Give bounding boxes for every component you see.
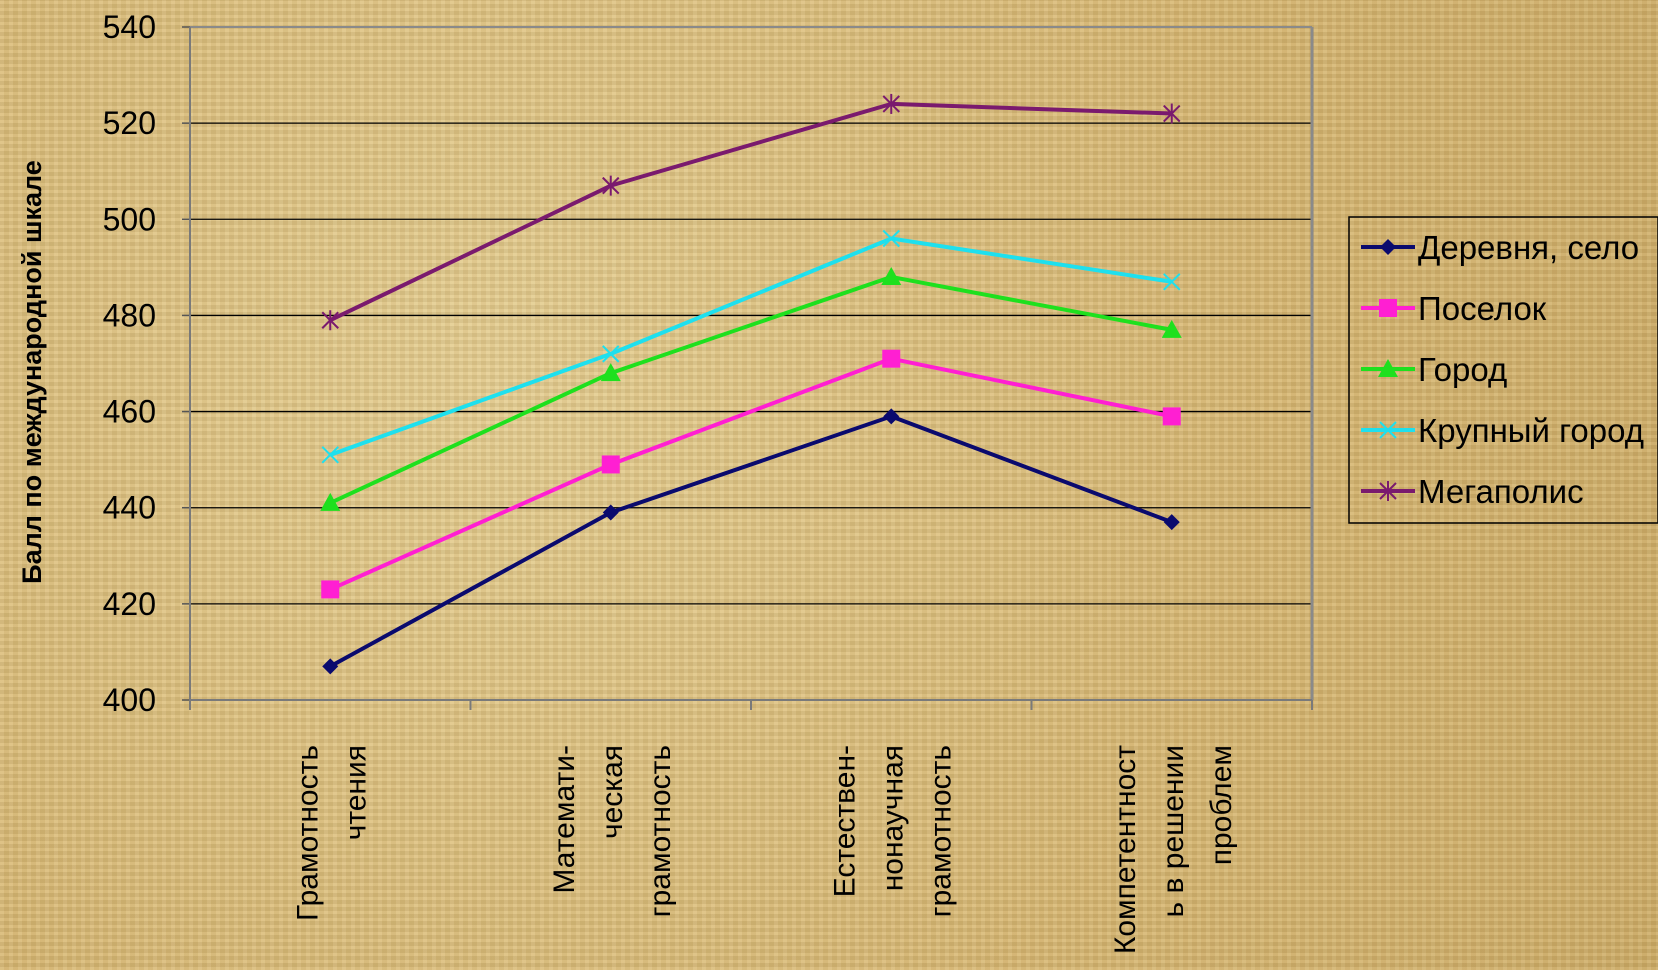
data-point bbox=[881, 266, 902, 285]
data-point bbox=[882, 229, 900, 248]
data-point bbox=[1380, 239, 1396, 255]
legend-label: Мегаполис bbox=[1418, 473, 1584, 510]
series-5 bbox=[321, 93, 1181, 331]
data-point bbox=[321, 446, 339, 464]
x-tick-label: чтения bbox=[339, 745, 372, 840]
legend-label: Крупный город bbox=[1418, 412, 1644, 449]
data-point bbox=[1163, 514, 1180, 531]
data-point bbox=[882, 93, 900, 114]
legend: Деревня, село Поселок Город Крупный город Ме… bbox=[1348, 216, 1658, 524]
x-category-label: Естествен-нонаучная грамотность bbox=[828, 745, 957, 917]
x-axis: Грамотность чтения Математи-ческая грамотно… bbox=[189, 699, 1313, 954]
data-point bbox=[321, 580, 340, 599]
y-tick-label: 440 bbox=[103, 490, 156, 526]
data-point bbox=[882, 349, 901, 368]
y-tick-label: 420 bbox=[103, 586, 156, 622]
x-tick-label: грамотность bbox=[644, 745, 677, 917]
x-tick-label: Естествен- bbox=[828, 745, 861, 897]
x-tick-label: проблем bbox=[1205, 745, 1238, 865]
data-point bbox=[1163, 103, 1181, 124]
legend-box bbox=[1348, 216, 1658, 524]
legend-label: Город bbox=[1418, 351, 1507, 388]
series-line bbox=[329, 101, 1172, 323]
y-axis: 400 420 440 460 480 500 520 540 bbox=[103, 9, 191, 718]
plot-area bbox=[190, 26, 1314, 700]
data-point bbox=[320, 492, 341, 511]
legend-item: Город bbox=[1361, 351, 1507, 388]
y-tick-label: 400 bbox=[103, 682, 156, 718]
data-point bbox=[321, 310, 339, 331]
legend-item: Деревня, село bbox=[1361, 229, 1639, 266]
x-tick-label: Математи- bbox=[548, 745, 581, 894]
x-tick-label: ческая bbox=[596, 745, 629, 839]
y-tick-label: 460 bbox=[103, 394, 156, 430]
series-1 bbox=[322, 408, 1180, 675]
legend-item: Мегаполис bbox=[1361, 473, 1584, 510]
series-line bbox=[329, 236, 1173, 457]
series-line bbox=[329, 356, 1173, 592]
gridlines bbox=[190, 26, 1312, 701]
data-point bbox=[1379, 421, 1397, 439]
y-tick-label: 540 bbox=[103, 9, 156, 45]
data-point bbox=[601, 455, 620, 474]
data-point bbox=[322, 658, 339, 675]
series-3 bbox=[320, 266, 1182, 511]
x-category-label: Грамотность чтения bbox=[291, 745, 372, 921]
data-point bbox=[602, 345, 620, 363]
legend-item: Крупный город bbox=[1361, 412, 1644, 449]
x-tick-label: грамотность bbox=[924, 745, 957, 917]
series-2 bbox=[321, 349, 1181, 599]
series-group bbox=[320, 93, 1182, 675]
data-point bbox=[1378, 359, 1398, 377]
data-point bbox=[1162, 407, 1181, 426]
data-point bbox=[1163, 273, 1181, 291]
x-tick-label: ь в решении bbox=[1157, 745, 1190, 917]
x-tick-label: Грамотность bbox=[291, 745, 324, 921]
legend-label: Поселок bbox=[1418, 290, 1547, 327]
x-category-label: Математи-ческая грамотность bbox=[548, 745, 677, 917]
y-tick-label: 520 bbox=[103, 105, 156, 141]
x-category-label: Компетентност ь в решении проблем bbox=[1109, 745, 1238, 954]
data-point bbox=[600, 363, 621, 382]
data-point bbox=[1379, 481, 1397, 501]
series-4 bbox=[321, 229, 1181, 464]
data-point bbox=[602, 504, 619, 521]
y-tick-label: 480 bbox=[103, 297, 156, 333]
data-point bbox=[1161, 319, 1182, 338]
y-tick-label: 500 bbox=[103, 201, 156, 237]
x-tick-label: Компетентност bbox=[1109, 745, 1142, 954]
series-line bbox=[329, 274, 1173, 505]
legend-item: Поселок bbox=[1361, 290, 1547, 327]
series-line bbox=[329, 414, 1173, 669]
y-axis-label: Балл по международной шкале bbox=[17, 160, 47, 584]
x-tick-label: нонаучная bbox=[876, 745, 909, 891]
data-point bbox=[883, 408, 900, 425]
legend-label: Деревня, село bbox=[1418, 229, 1639, 266]
data-point bbox=[602, 175, 620, 196]
data-point bbox=[1379, 299, 1397, 317]
